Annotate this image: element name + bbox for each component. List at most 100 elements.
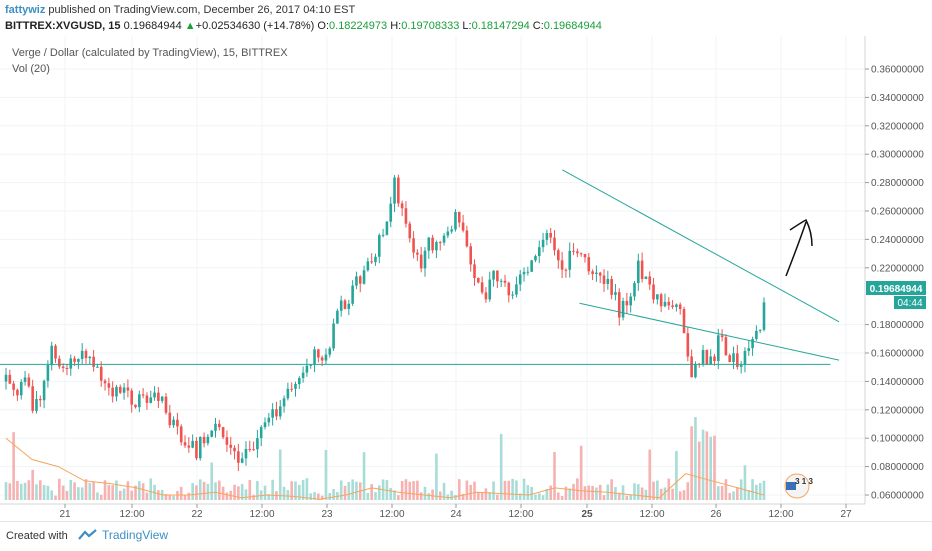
volume-bar bbox=[77, 487, 80, 500]
candle-body bbox=[739, 364, 743, 367]
close-value: 0.19684944 bbox=[543, 20, 602, 32]
candle-body bbox=[579, 253, 583, 255]
volume-bar bbox=[290, 481, 293, 500]
volume-bar bbox=[419, 492, 423, 500]
volume-bar bbox=[332, 489, 335, 500]
candle-body bbox=[42, 380, 46, 401]
candle-body bbox=[282, 398, 286, 407]
tradingview-brand-link[interactable]: TradingView bbox=[78, 528, 168, 542]
volume-bar bbox=[678, 491, 682, 500]
volume-bar bbox=[278, 449, 282, 500]
candle-body bbox=[408, 223, 412, 239]
volume-bar bbox=[103, 480, 107, 500]
volume-bar bbox=[587, 485, 591, 500]
candle-body bbox=[507, 282, 511, 296]
candle-body bbox=[397, 177, 400, 204]
volume-bar bbox=[736, 487, 739, 500]
author-link[interactable]: fattywiz bbox=[5, 4, 46, 16]
candle-body bbox=[659, 294, 663, 307]
candle-body bbox=[157, 392, 160, 401]
volume-bar bbox=[187, 492, 191, 500]
candle-body bbox=[229, 444, 233, 448]
price-tick-label: 0.10000000 bbox=[871, 434, 924, 445]
volume-bar bbox=[294, 481, 297, 500]
candle-body bbox=[290, 388, 293, 390]
candle-body bbox=[419, 254, 423, 269]
candle-body bbox=[412, 238, 415, 253]
volume-bar bbox=[317, 493, 320, 500]
candle-body bbox=[99, 366, 103, 381]
candle-body bbox=[656, 294, 659, 300]
candle-body bbox=[743, 350, 747, 365]
volume-bar bbox=[442, 482, 446, 500]
volume-bar bbox=[351, 479, 354, 500]
candle-body bbox=[469, 246, 473, 265]
volume-bar bbox=[728, 493, 732, 500]
close-label: C: bbox=[532, 20, 544, 32]
volume-bar bbox=[537, 493, 541, 500]
candle-body bbox=[202, 436, 206, 444]
candle-body bbox=[248, 448, 252, 450]
candle-body bbox=[477, 277, 480, 283]
volume-bar bbox=[35, 484, 38, 500]
candle-body bbox=[431, 237, 434, 251]
price-tick-label: 0.36000000 bbox=[871, 65, 924, 76]
candle-body bbox=[442, 235, 446, 243]
volume-bar bbox=[732, 491, 735, 500]
price-tick-label: 0.34000000 bbox=[871, 93, 924, 104]
candle-body bbox=[762, 302, 766, 330]
time-tick-label: 21 bbox=[59, 509, 71, 520]
candle-body bbox=[240, 458, 244, 463]
trendline-lower-support[interactable] bbox=[579, 302, 840, 361]
time-tick-label: 12:00 bbox=[768, 509, 793, 520]
candle-body bbox=[701, 350, 705, 364]
trendline-upper-resistance[interactable] bbox=[562, 169, 840, 323]
volume-bar bbox=[431, 489, 434, 500]
volume-bar bbox=[564, 486, 568, 500]
volume-bar bbox=[138, 481, 141, 500]
volume-bar bbox=[218, 480, 221, 500]
candle-body bbox=[381, 234, 385, 236]
volume-bar bbox=[720, 485, 724, 500]
candle-body bbox=[553, 237, 556, 251]
candle-body bbox=[332, 323, 335, 349]
candle-body bbox=[480, 282, 484, 293]
candle-body bbox=[4, 374, 8, 382]
candle-body bbox=[457, 211, 461, 223]
volume-bar bbox=[709, 436, 712, 500]
volume-bar bbox=[652, 481, 655, 500]
volume-bar bbox=[416, 480, 419, 500]
candle-body bbox=[244, 448, 248, 459]
volume-bar bbox=[644, 489, 648, 500]
candle-body bbox=[27, 377, 31, 387]
price-axis[interactable]: 0.36000000 0.34000000 0.32000000 0.30000000… bbox=[865, 65, 924, 502]
candle-body bbox=[747, 348, 751, 351]
volume-bar bbox=[503, 480, 507, 500]
volume-bar bbox=[210, 462, 213, 500]
candle-body bbox=[225, 437, 229, 445]
volume-bar bbox=[168, 494, 172, 500]
candle-body bbox=[153, 392, 156, 398]
candle-body bbox=[54, 345, 57, 359]
volume-bar bbox=[389, 487, 393, 500]
candle-body bbox=[518, 274, 522, 285]
volume-bar bbox=[130, 490, 133, 500]
volume-bar bbox=[374, 492, 377, 500]
low-value: 0.18147294 bbox=[471, 20, 530, 32]
candle-body bbox=[118, 386, 122, 393]
price-chart[interactable]: 0.36000000 0.34000000 0.32000000 0.30000000… bbox=[0, 36, 932, 520]
candle-body bbox=[65, 367, 69, 369]
price-tick-label: 0.30000000 bbox=[871, 150, 924, 161]
candle-body bbox=[602, 275, 606, 284]
volume-bar bbox=[637, 484, 640, 500]
time-tick-label: 22 bbox=[191, 509, 203, 520]
volume-bar bbox=[663, 487, 667, 500]
candle-body bbox=[263, 422, 267, 428]
time-axis[interactable]: 21 12:00 22 12:00 23 12:00 24 12:00 25 12:00 26 12:… bbox=[59, 504, 852, 520]
volume-bar bbox=[206, 483, 210, 500]
volume-bar bbox=[656, 480, 659, 500]
volume-bar bbox=[758, 483, 762, 500]
volume-bar bbox=[176, 491, 179, 500]
volume-bar bbox=[461, 493, 465, 500]
candle-body bbox=[640, 260, 644, 280]
